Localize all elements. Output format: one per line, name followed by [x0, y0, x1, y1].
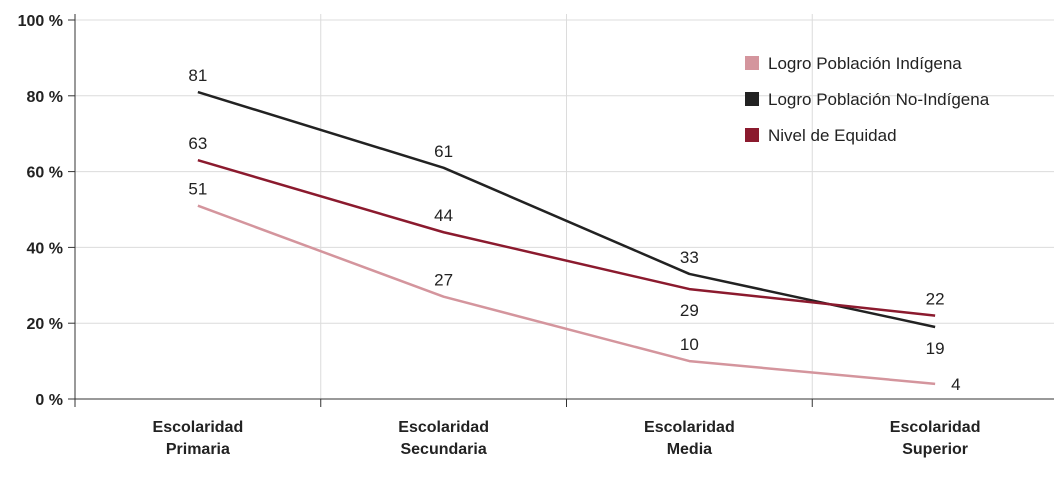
x-tick-label: Secundaria: [400, 441, 486, 458]
axes: 0 % 20 % 40 % 60 % 80 % 100 % Escolaridad Prima…: [18, 13, 1054, 458]
x-tick-label: Escolaridad: [644, 419, 735, 436]
legend-label: Nivel de Equidad: [768, 126, 897, 145]
x-tick-label: Superior: [902, 441, 968, 458]
legend-swatch: [745, 56, 759, 70]
x-tick-label: Media: [667, 441, 712, 458]
legend: Logro Población Indígena Logro Población …: [745, 54, 990, 145]
data-label: 10: [680, 335, 699, 354]
data-labels: 51 27 10 4 81 61 33 19 63 44 29 22: [188, 66, 960, 394]
x-tick-label: Escolaridad: [890, 419, 981, 436]
data-label: 44: [434, 206, 453, 225]
series-line: [197, 204, 936, 386]
legend-label: Logro Población Indígena: [768, 54, 962, 73]
data-label: 27: [434, 271, 453, 290]
data-label: 63: [188, 134, 207, 153]
y-tick-label: 0 %: [35, 392, 63, 409]
data-label: 33: [680, 248, 699, 267]
y-tick-label: 20 %: [27, 316, 63, 333]
data-label: 19: [926, 339, 945, 358]
data-label: 22: [926, 290, 945, 309]
data-label: 4: [951, 375, 960, 394]
data-label: 81: [188, 66, 207, 85]
legend-label: Logro Población No-Indígena: [768, 90, 990, 109]
y-tick-label: 100 %: [18, 13, 63, 30]
series-line: [197, 159, 936, 317]
x-tick-label: Primaria: [166, 441, 230, 458]
data-label: 29: [680, 301, 699, 320]
y-tick-label: 80 %: [27, 89, 63, 106]
data-label: 51: [188, 180, 207, 199]
legend-swatch: [745, 92, 759, 106]
series-line: [197, 90, 936, 329]
series-lines: [197, 90, 936, 386]
legend-swatch: [745, 128, 759, 142]
data-label: 61: [434, 142, 453, 161]
y-tick-label: 60 %: [27, 165, 63, 182]
y-tick-label: 40 %: [27, 240, 63, 257]
x-tick-label: Escolaridad: [398, 419, 489, 436]
x-tick-label: Escolaridad: [153, 419, 244, 436]
